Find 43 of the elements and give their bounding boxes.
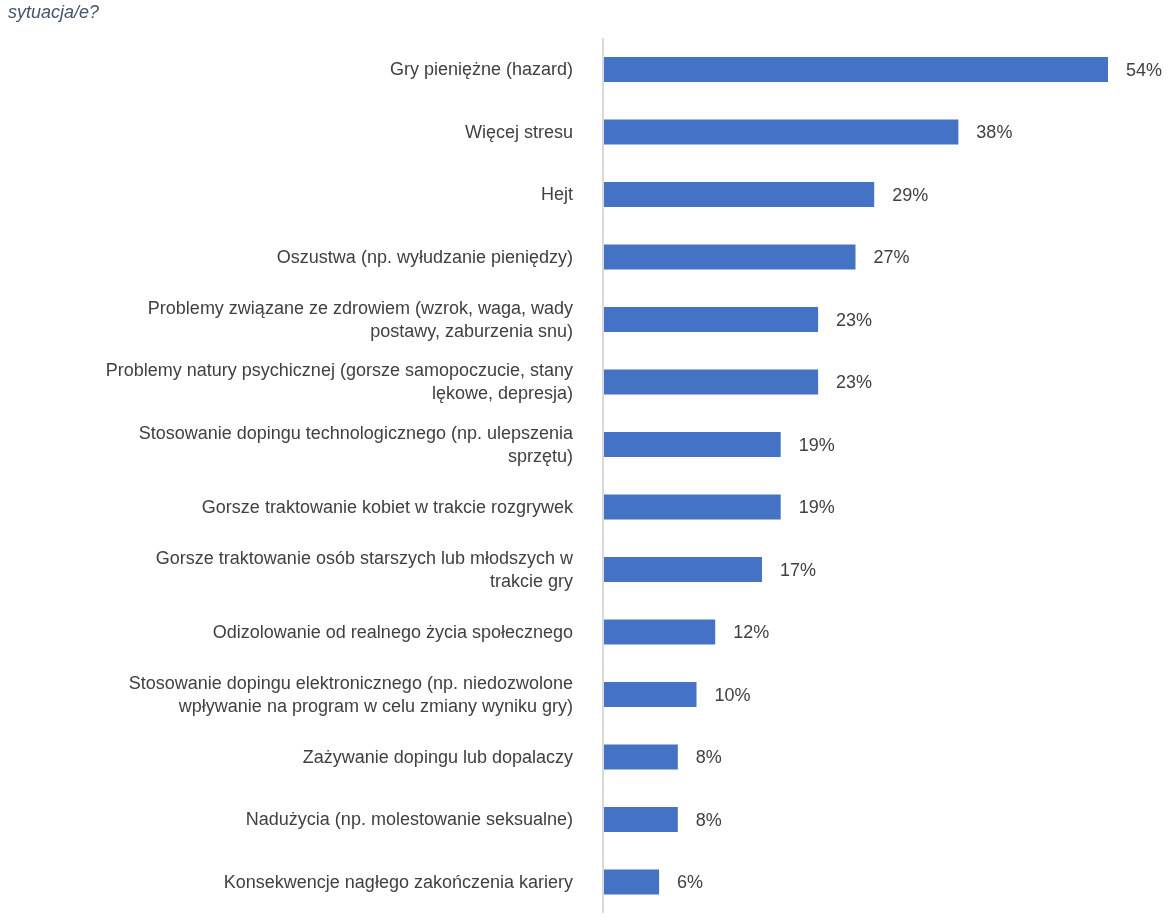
data-label: 8%	[695, 747, 722, 768]
data-label: 29%	[892, 184, 929, 205]
y-tick-label: Problemy związane ze zdrowiem (wzrok, waga, wady postawy, zaburzenia snu)	[147, 297, 573, 341]
y-tick-label: Hejt	[540, 184, 573, 205]
data-label: 8%	[695, 809, 722, 830]
data-label: 19%	[798, 497, 835, 518]
y-tick-label: Gorsze traktowanie kobiet w trakcie rozgrywek	[201, 496, 574, 517]
y-tick-label: Problemy natury psychicznej (gorsze samopoczucie, stany lękowe, depresja)	[105, 360, 573, 404]
data-label: 10%	[714, 684, 751, 705]
y-tick-label: Oszustwa (np. wyłudzanie pieniędzy)	[276, 246, 573, 267]
data-label: 27%	[873, 247, 910, 268]
bar	[603, 619, 716, 645]
data-label: 23%	[836, 309, 873, 330]
bar	[603, 369, 819, 395]
y-tick-label: Odizolowanie od realnego życia społecznego	[212, 621, 573, 642]
data-label: 6%	[677, 872, 704, 893]
bar	[603, 807, 678, 832]
data-label: 38%	[976, 122, 1013, 143]
y-tick-label: Gry pieniężne (hazard)	[389, 59, 573, 80]
y-tick-label: Nadużycia (np. molestowanie seksualne)	[245, 809, 573, 830]
bar	[603, 869, 660, 895]
bar	[603, 432, 781, 457]
text: sytuacja/e?	[8, 2, 100, 23]
data-label: 23%	[836, 372, 873, 393]
bar	[603, 744, 678, 770]
bar	[603, 307, 819, 332]
y-tick-label: Gorsze traktowanie osób starszych lub młodszych w trakcie gry	[155, 547, 574, 591]
y-tick-label: Więcej stresu	[464, 121, 573, 142]
data-label: 54%	[1126, 59, 1163, 80]
y-tick-label: Zażywanie dopingu lub dopalaczy	[302, 746, 573, 767]
bar	[603, 494, 781, 520]
y-tick-label: Stosowanie dopingu technologicznego (np. ulepszenia sprzętu)	[138, 422, 574, 466]
bar	[603, 557, 762, 582]
bar	[603, 682, 697, 707]
bar	[603, 119, 959, 145]
bar	[603, 182, 875, 207]
y-tick-label: Konsekwencje nagłego zakończenia kariery	[223, 871, 573, 892]
data-label: 17%	[779, 559, 817, 580]
bar	[603, 244, 856, 270]
bar	[603, 57, 1108, 82]
y-tick-label: Stosowanie dopingu elektronicznego (np. niedozwolone wpływanie na program w celu zmiany wyniku gry)	[128, 672, 573, 716]
data-label: 19%	[798, 434, 835, 455]
data-label: 12%	[733, 622, 770, 643]
